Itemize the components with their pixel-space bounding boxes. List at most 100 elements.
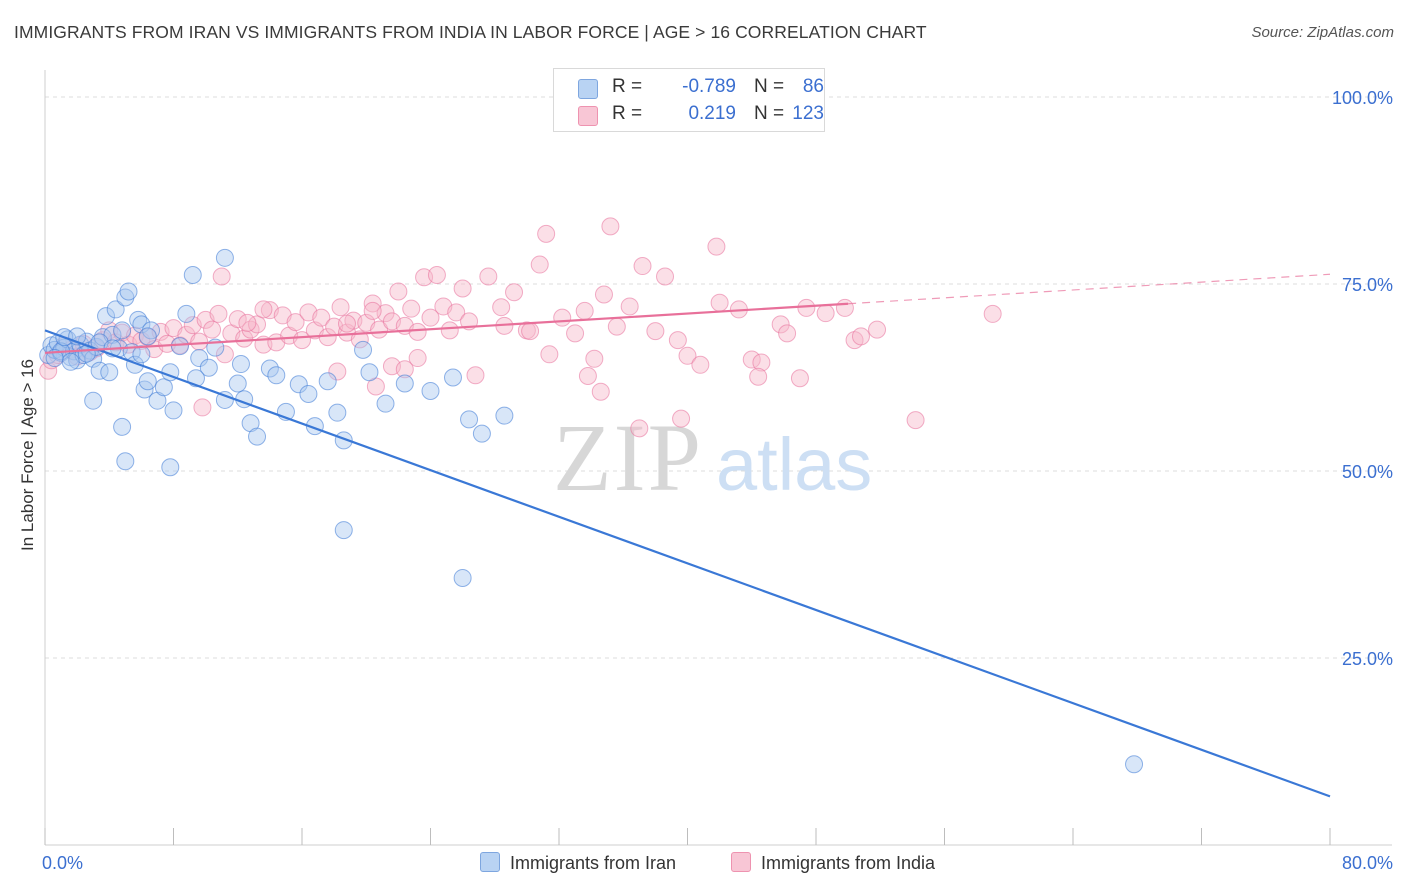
data-point-iran — [106, 300, 125, 319]
data-point-iran — [228, 374, 247, 393]
data-point-india — [408, 349, 427, 368]
data-point-india — [816, 304, 835, 323]
data-point-india — [254, 300, 273, 319]
data-point-iran — [215, 390, 234, 409]
legend-n-value-iran: 86 — [802, 76, 824, 97]
data-point-iran — [161, 458, 180, 477]
watermark: ZIP atlas — [553, 404, 872, 511]
data-point-iran — [260, 359, 279, 378]
series-india-points — [39, 217, 1002, 438]
data-point-iran — [443, 368, 462, 387]
data-point-iran — [97, 307, 116, 326]
data-point-india — [672, 409, 691, 428]
chart-title: IMMIGRANTS FROM IRAN VS IMMIGRANTS FROM … — [14, 22, 927, 42]
data-point-iran — [328, 403, 347, 422]
data-point-iran — [142, 321, 161, 340]
data-point-india — [389, 282, 408, 301]
data-point-india — [521, 322, 540, 341]
data-point-india — [363, 301, 382, 320]
data-point-india — [594, 285, 613, 304]
data-point-iran — [164, 401, 183, 420]
y-tick-label: 50.0% — [1342, 462, 1393, 482]
data-point-india — [215, 345, 234, 364]
data-point-iran — [132, 345, 151, 364]
data-point-iran — [116, 288, 135, 307]
data-point-iran — [318, 372, 337, 391]
data-point-india — [209, 304, 228, 323]
data-point-iran — [334, 521, 353, 540]
data-point-india — [851, 327, 870, 346]
data-point-india — [312, 308, 331, 327]
y-tick-label: 25.0% — [1342, 649, 1393, 669]
data-point-iran — [154, 378, 173, 397]
watermark-zip: ZIP — [553, 404, 703, 511]
data-point-india — [212, 267, 231, 286]
data-point-iran — [61, 352, 80, 371]
data-point-iran — [360, 363, 379, 382]
data-point-india — [601, 217, 620, 236]
data-point-iran — [460, 410, 479, 429]
bottom-legend-label-iran: Immigrants from Iran — [510, 853, 677, 873]
data-point-iran — [113, 417, 132, 436]
data-point-india — [540, 345, 559, 364]
data-point-india — [402, 299, 421, 318]
correlation-legend: R = -0.789 N = 86 R = 0.219 N = 123 — [553, 68, 825, 132]
data-point-india — [248, 315, 267, 334]
watermark-atlas: atlas — [716, 423, 872, 506]
data-point-iran — [132, 315, 151, 334]
legend-r-label: R = — [612, 76, 643, 97]
data-point-india — [190, 332, 209, 351]
data-point-india — [492, 298, 511, 317]
legend-r-label: R = — [612, 103, 643, 124]
data-point-india — [752, 353, 771, 372]
data-point-india — [707, 237, 726, 256]
data-point-india — [578, 367, 597, 386]
data-point-india — [228, 310, 247, 329]
data-point-india — [447, 303, 466, 322]
data-point-india — [585, 349, 604, 368]
data-point-india — [742, 350, 761, 369]
data-point-iran — [116, 452, 135, 471]
data-point-india — [203, 320, 222, 339]
data-point-india — [479, 267, 498, 286]
data-point-iran — [100, 363, 119, 382]
data-point-india — [421, 308, 440, 327]
axes — [44, 70, 1392, 846]
data-point-iran — [299, 384, 318, 403]
y-tick-label: 75.0% — [1342, 275, 1393, 295]
data-point-iran — [248, 427, 267, 446]
data-point-india — [797, 298, 816, 317]
data-point-iran — [170, 337, 189, 356]
data-point-india — [408, 322, 427, 341]
legend-n-label: N = — [754, 103, 785, 124]
data-point-india — [575, 301, 594, 320]
trend-lines — [44, 273, 1331, 798]
data-point-iran — [190, 349, 209, 368]
bottom-legend-india: Immigrants from India — [731, 852, 935, 874]
data-point-iran — [289, 375, 308, 394]
data-point-iran — [267, 366, 286, 385]
data-point-india — [771, 315, 790, 334]
data-point-india — [691, 355, 710, 374]
data-point-iran — [453, 568, 472, 587]
data-point-iran — [231, 355, 250, 374]
data-point-india — [630, 419, 649, 438]
data-point-iran — [376, 394, 395, 413]
data-point-india — [466, 366, 485, 385]
data-point-india — [835, 298, 854, 317]
data-point-india — [530, 255, 549, 274]
data-point-india — [620, 297, 639, 316]
data-point-india — [646, 322, 665, 341]
data-point-iran — [90, 361, 109, 380]
data-point-india — [193, 398, 212, 417]
data-point-india — [668, 331, 687, 350]
data-point-india — [328, 362, 347, 381]
data-point-iran — [354, 340, 373, 359]
data-point-iran — [138, 372, 157, 391]
trend-line-india-extension — [848, 273, 1331, 305]
data-point-india — [363, 294, 382, 313]
bottom-legend-swatch-iran — [480, 852, 500, 872]
data-point-india — [591, 382, 610, 401]
data-point-india — [868, 320, 887, 339]
tick-labels: 100.0% 75.0% 50.0% 25.0% 0.0% 80.0% — [42, 88, 1393, 873]
